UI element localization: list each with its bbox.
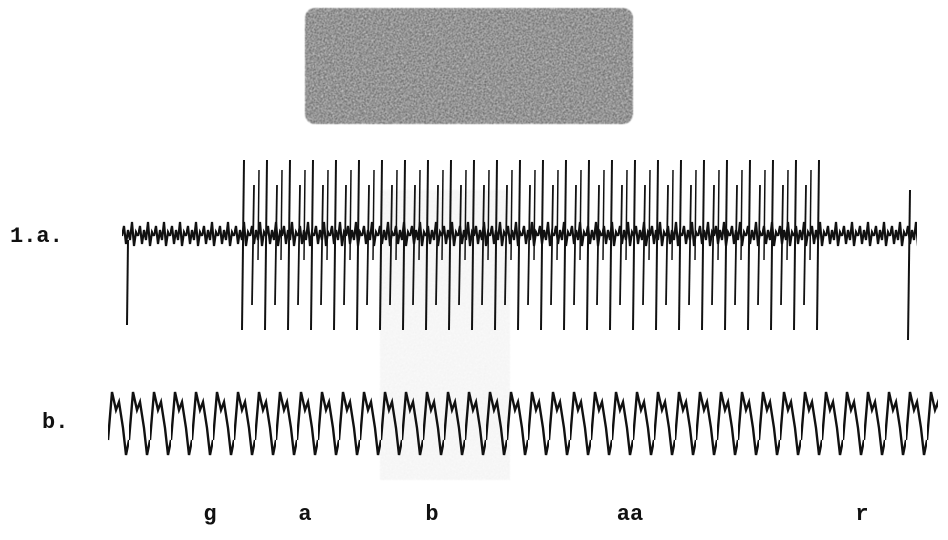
trace-b <box>108 380 938 470</box>
trace-label: b. <box>42 410 68 435</box>
segment-label: a <box>298 502 311 527</box>
trace-a-spikes <box>240 140 820 380</box>
trace-label: 1.a. <box>10 224 63 249</box>
segment-label: b <box>425 502 438 527</box>
spike <box>907 189 911 341</box>
segment-label: r <box>855 502 868 527</box>
segment-label: g <box>203 502 216 527</box>
segment-label: aa <box>617 502 643 527</box>
dark-patch <box>305 8 633 124</box>
spike <box>126 239 129 326</box>
